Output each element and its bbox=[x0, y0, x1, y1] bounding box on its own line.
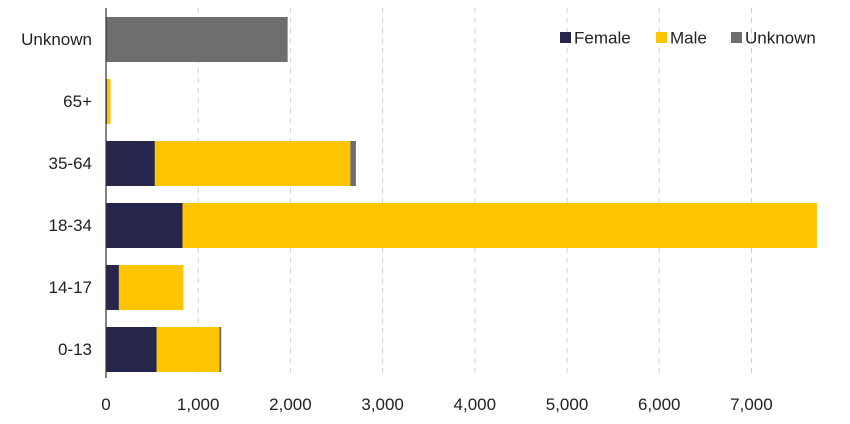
bar-18-34-male bbox=[182, 203, 817, 248]
x-tick-label: 6,000 bbox=[638, 395, 681, 414]
bar-unknown-unknown bbox=[106, 17, 288, 62]
gridlines bbox=[197, 8, 752, 378]
bar-14-17-male bbox=[118, 265, 184, 310]
bar-14-17-female bbox=[106, 265, 119, 310]
bar-35-64-male bbox=[154, 141, 351, 186]
bar-65--male bbox=[106, 79, 111, 124]
bar-0-13-female bbox=[106, 327, 157, 372]
bar-35-64-female bbox=[106, 141, 155, 186]
y-tick-label: 0-13 bbox=[58, 340, 92, 359]
legend-swatch bbox=[731, 32, 742, 43]
legend-swatch bbox=[656, 32, 667, 43]
legend: Female Male Unknown bbox=[560, 29, 816, 48]
x-tick-label: 3,000 bbox=[361, 395, 404, 414]
y-tick-label: Unknown bbox=[21, 30, 92, 49]
x-tick-label: 0 bbox=[101, 395, 110, 414]
legend-label: Female bbox=[574, 29, 631, 48]
y-tick-label: 18-34 bbox=[49, 216, 92, 235]
legend-label: Male bbox=[670, 29, 707, 48]
y-tick-label: 65+ bbox=[63, 92, 92, 111]
bar-18-34-female bbox=[106, 203, 183, 248]
bar-0-13-unknown bbox=[219, 327, 222, 372]
legend-swatch bbox=[560, 32, 571, 43]
legend-item-unknown: Unknown bbox=[731, 29, 816, 48]
x-tick-label: 5,000 bbox=[546, 395, 589, 414]
y-axis-labels: Unknown 65+ 35-64 18-34 14-17 0-13 bbox=[21, 30, 92, 359]
x-tick-label: 1,000 bbox=[177, 395, 220, 414]
x-tick-label: 4,000 bbox=[454, 395, 497, 414]
x-tick-label: 2,000 bbox=[269, 395, 312, 414]
y-tick-label: 14-17 bbox=[49, 278, 92, 297]
bars bbox=[106, 17, 817, 372]
x-tick-label: 7,000 bbox=[730, 395, 773, 414]
legend-item-male: Male bbox=[656, 29, 707, 48]
legend-item-female: Female bbox=[560, 29, 631, 48]
x-axis-labels: 0 1,000 2,000 3,000 4,000 5,000 6,000 7,000 bbox=[101, 395, 772, 414]
legend-label: Unknown bbox=[745, 29, 816, 48]
y-tick-label: 35-64 bbox=[49, 154, 92, 173]
bar-0-13-male bbox=[156, 327, 220, 372]
bar-35-64-unknown bbox=[350, 141, 356, 186]
